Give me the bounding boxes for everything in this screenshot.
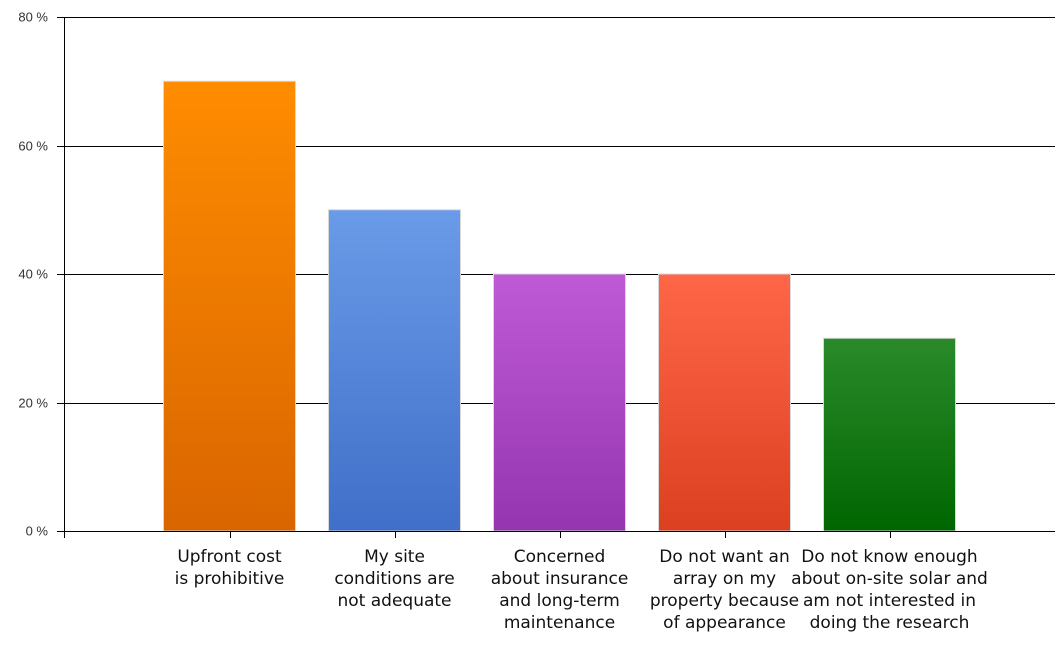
category-label-5: Do not know enough about on-site solar an…	[791, 547, 988, 633]
category-label-line: maintenance	[504, 613, 615, 633]
category-label-line: not adequate	[337, 591, 451, 611]
category-label-line: and long-term	[499, 591, 620, 611]
labels-layer: 0 % 20 % 40 % 60 % 80 % Upfront cost is prohib…	[18, 10, 987, 634]
category-label-2: My site conditions are not adequate	[334, 547, 454, 611]
category-label-line: am not interested in	[803, 591, 976, 611]
y-tick-label: 0 %	[26, 524, 49, 539]
y-tick-label: 40 %	[18, 267, 48, 282]
axis-layer	[57, 17, 1055, 538]
category-label-line: Concerned	[514, 547, 606, 567]
category-label-line: doing the research	[810, 613, 970, 633]
category-label-line: Upfront cost	[177, 547, 282, 567]
category-label-line: Do not want an	[659, 547, 790, 567]
category-label-line: about on-site solar and	[791, 569, 988, 589]
bar-3	[493, 273, 626, 532]
y-tick-label: 20 %	[18, 396, 48, 411]
category-label-3: Concerned about insurance and long-term mai…	[491, 547, 629, 633]
category-label-line: conditions are	[334, 569, 454, 589]
category-label-line: property because	[650, 591, 799, 611]
bars-layer	[163, 80, 956, 532]
bar-4	[658, 273, 791, 532]
y-tick-label: 80 %	[18, 10, 48, 25]
bar-1	[163, 80, 296, 532]
y-tick-label: 60 %	[18, 139, 48, 154]
category-label-1: Upfront cost is prohibitive	[175, 547, 285, 589]
category-label-line: Do not know enough	[801, 547, 977, 567]
category-label-line: array on my	[673, 569, 776, 589]
bar-2	[328, 209, 461, 532]
category-label-line: My site	[364, 547, 425, 567]
category-label-line: of appearance	[663, 613, 786, 633]
category-label-line: about insurance	[491, 569, 629, 589]
bar-5	[823, 337, 956, 532]
category-label-line: is prohibitive	[175, 569, 285, 589]
category-label-4: Do not want an array on my property becaus…	[650, 547, 799, 633]
